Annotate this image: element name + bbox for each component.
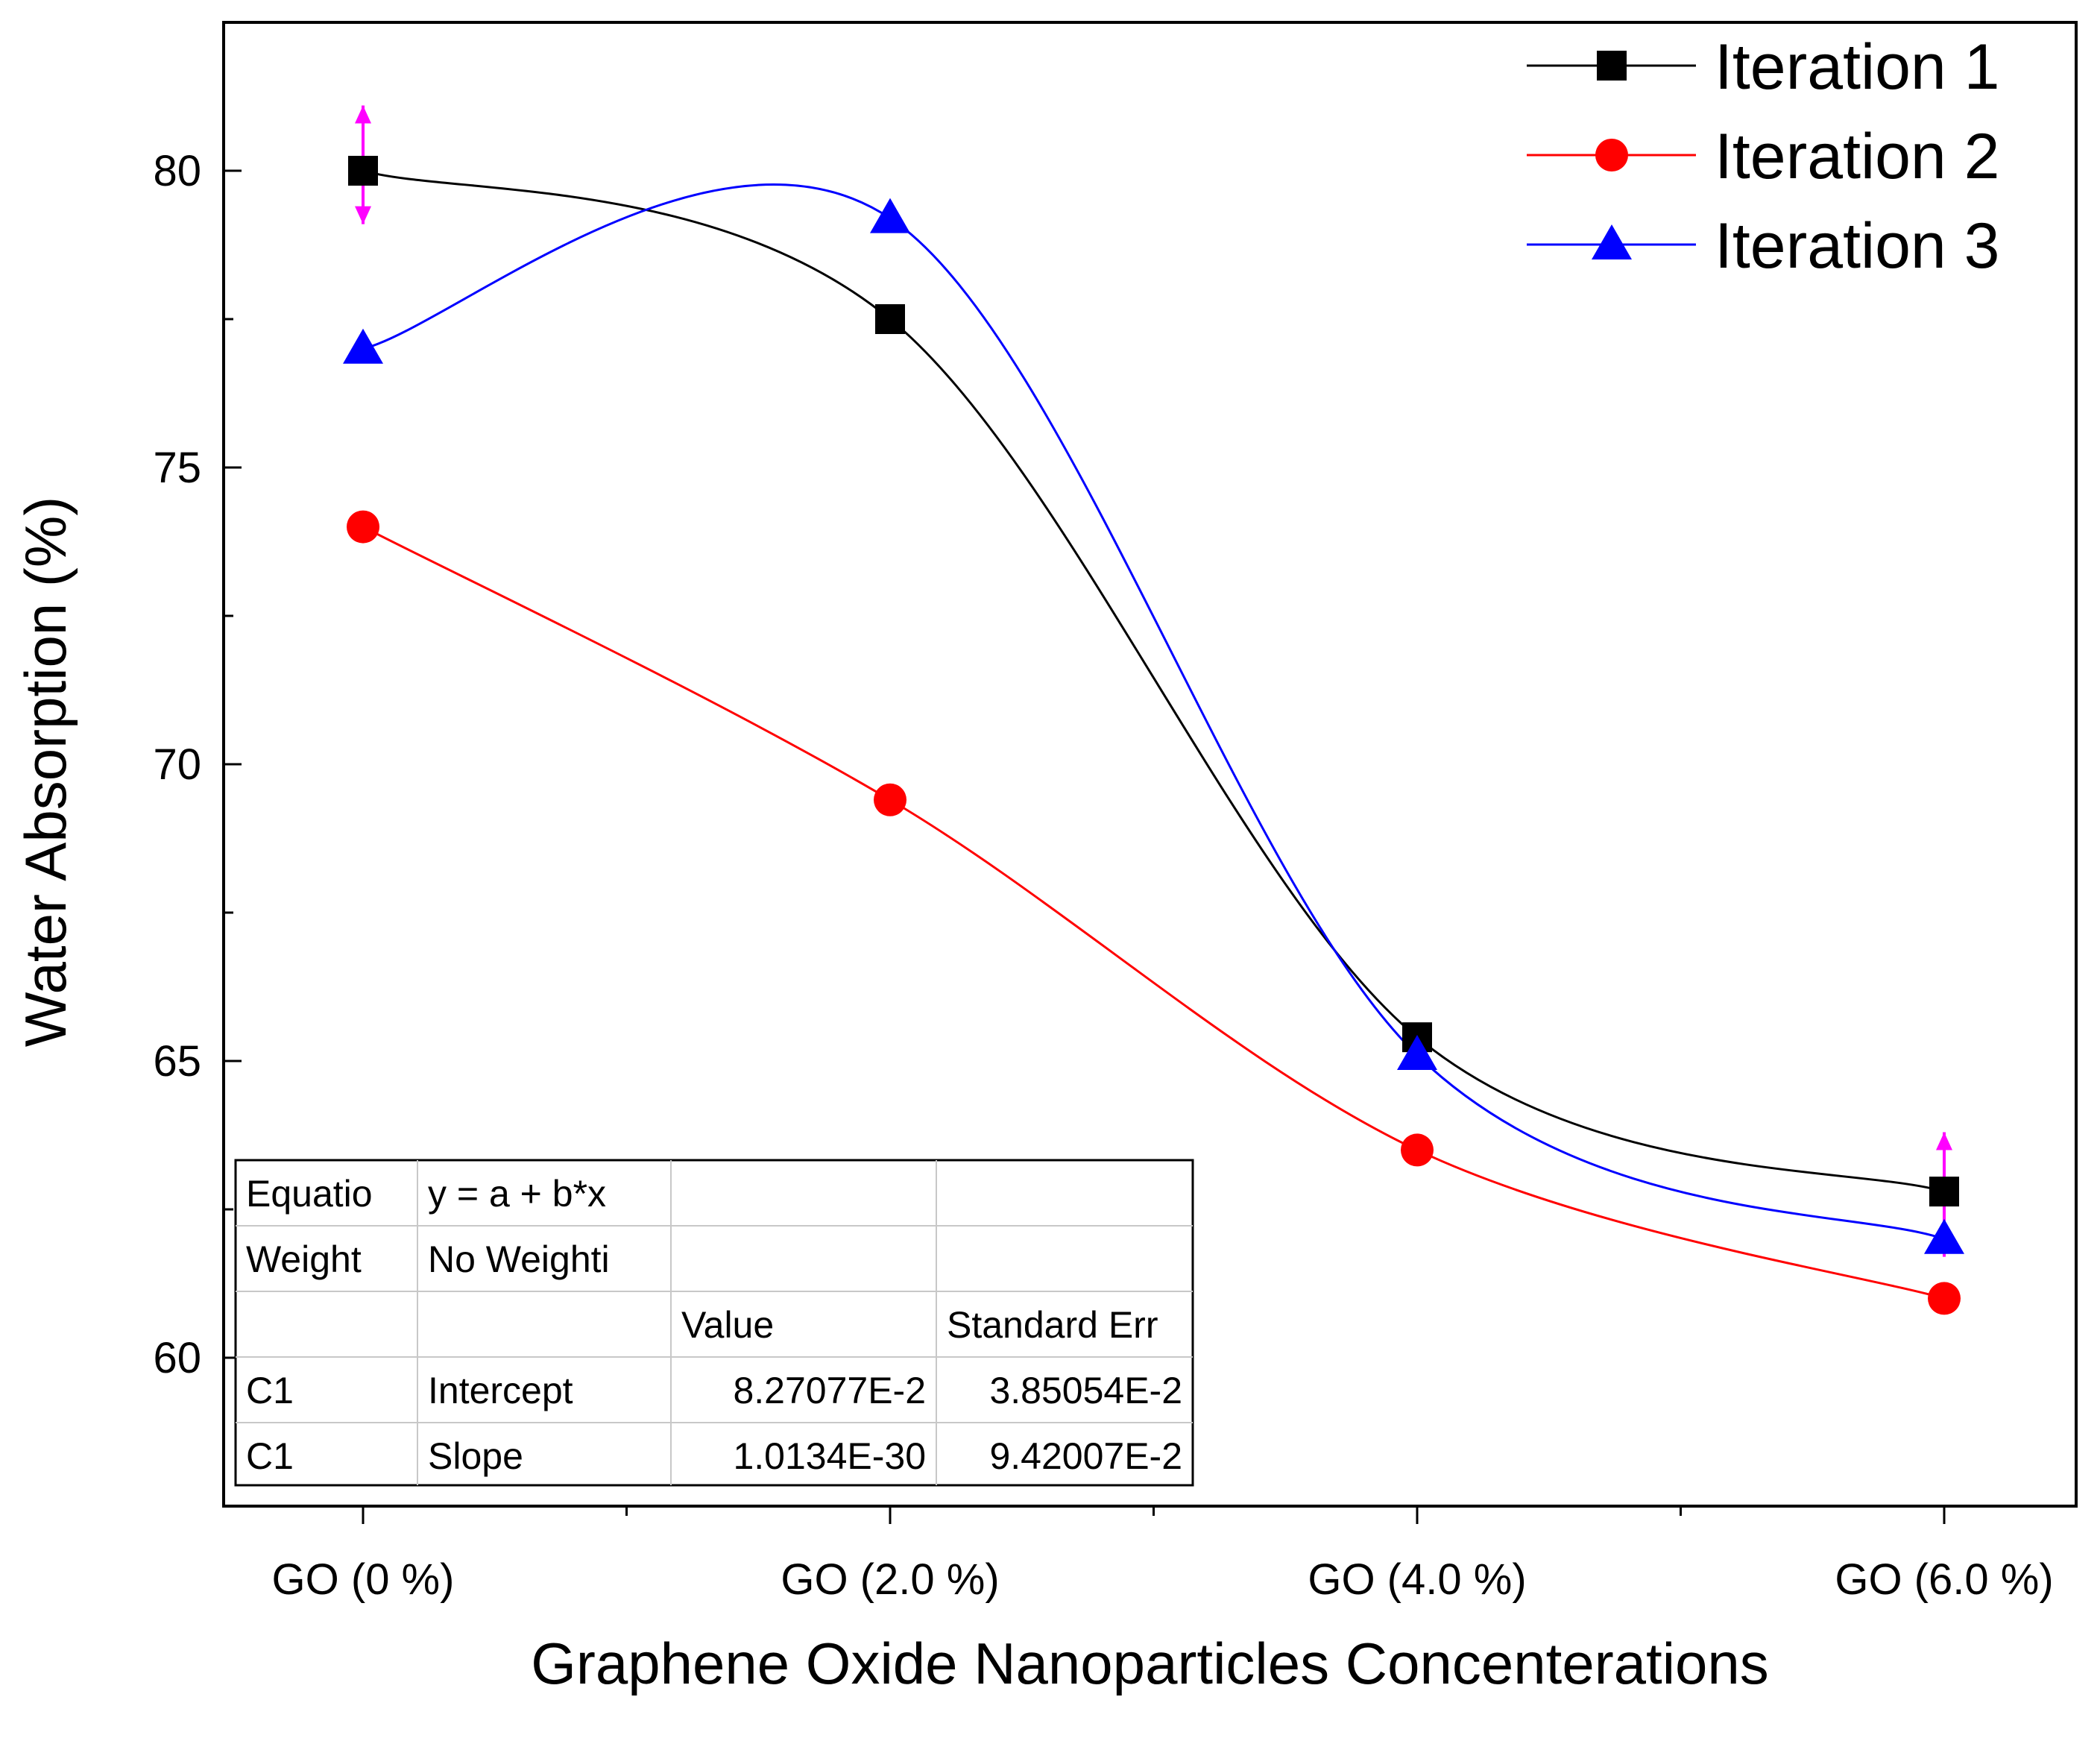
data-point-series-3 (870, 198, 910, 233)
data-point-series-1 (1929, 1177, 1959, 1207)
y-tick-label: 70 (153, 740, 201, 789)
data-point-series-2 (347, 510, 379, 544)
fit-table-cell: 3.85054E-2 (989, 1370, 1182, 1411)
legend-label: Iteration 2 (1715, 121, 1999, 192)
series-curves (362, 169, 1945, 1300)
series-line-3 (362, 183, 1945, 1241)
data-point-series-2 (1401, 1133, 1434, 1167)
x-tick-label: GO (4.0 %) (1308, 1555, 1526, 1604)
error-bar-arrow-up (1936, 1132, 1952, 1150)
y-tick-label: 65 (153, 1037, 201, 1086)
error-bar-arrow-down (355, 206, 371, 224)
x-tick-label: GO (2.0 %) (781, 1555, 999, 1604)
legend-label: Iteration 3 (1715, 210, 1999, 282)
error-bar-arrow-up (355, 105, 371, 124)
fit-table-cell: Standard Err (947, 1304, 1158, 1346)
legend-marker (1595, 139, 1628, 171)
x-tick-label: GO (0 %) (272, 1555, 455, 1604)
fit-table-cell: Value (681, 1304, 774, 1346)
fit-table-cell: Equatio (246, 1173, 373, 1215)
x-axis-title: Graphene Oxide Nanoparticles Concenterat… (531, 1631, 1769, 1696)
legend: Iteration 1 Iteration 2 Iteration 3 (1527, 31, 1999, 282)
fit-table-cell: 1.0134E-30 (733, 1435, 926, 1477)
x-tick-label: GO (6.0 %) (1835, 1555, 2053, 1604)
fit-table-cell: 8.27077E-2 (733, 1370, 926, 1411)
data-point-series-1 (875, 304, 905, 334)
series-line-1 (362, 169, 1945, 1193)
fit-table-cell: y = a + b*x (428, 1173, 606, 1215)
legend-marker (1597, 51, 1627, 81)
data-point-series-1 (348, 156, 378, 186)
data-point-series-2 (874, 783, 906, 816)
data-point-series-2 (1928, 1282, 1961, 1315)
y-axis: 60 65 70 75 80 (153, 21, 242, 1508)
fit-table: Equatio y = a + b*x Weight No Weighti Value S… (234, 1159, 1194, 1487)
fit-table-cell: 9.42007E-2 (989, 1435, 1182, 1477)
x-axis: GO (0 %) GO (2.0 %) GO (4.0 %) GO (6.0 %) (272, 1506, 2054, 1604)
fit-table-cell: C1 (246, 1370, 294, 1411)
y-tick-label: 75 (153, 444, 201, 492)
fit-table-cell: C1 (246, 1435, 294, 1477)
series-markers (343, 156, 1964, 1315)
legend-marker (1592, 224, 1632, 259)
data-point-series-3 (343, 328, 383, 364)
y-axis-title: Water Absorption (%) (13, 497, 78, 1047)
y-tick-label: 60 (153, 1334, 201, 1382)
fit-table-cell: Weight (246, 1238, 362, 1280)
fit-table-cell: Intercept (428, 1370, 573, 1411)
fit-table-cell: Slope (428, 1435, 523, 1477)
legend-label: Iteration 1 (1715, 31, 1999, 103)
fit-table-cell: No Weighti (428, 1238, 610, 1280)
data-point-series-3 (1924, 1218, 1964, 1254)
error-bars (355, 105, 1952, 1257)
fit-table-frame (234, 1159, 1194, 1487)
y-tick-label: 80 (153, 147, 201, 195)
data-point-series-3 (1397, 1035, 1437, 1071)
series-line-2 (362, 526, 1945, 1300)
